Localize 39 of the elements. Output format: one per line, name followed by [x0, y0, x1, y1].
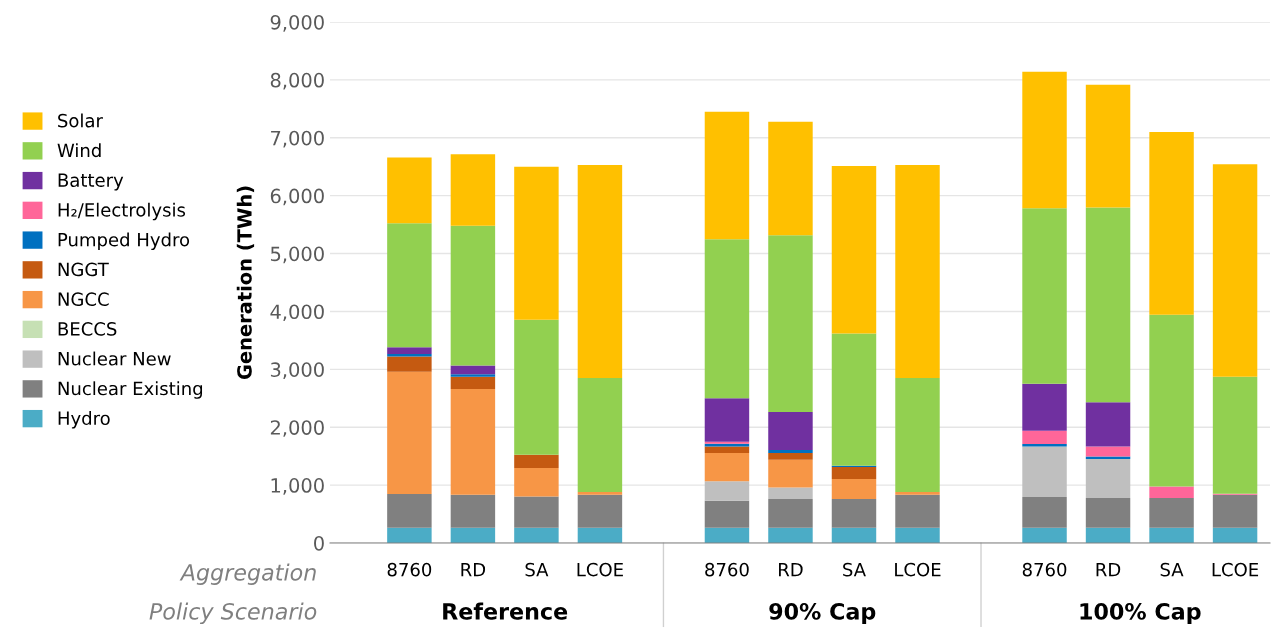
- text: 90% Cap: [769, 602, 876, 625]
- legend-label: Nuclear New: [58, 351, 171, 366]
- x-tick-label: 8760: [705, 562, 749, 577]
- x-tick-label: 8760: [387, 562, 432, 577]
- y-tick-label: 5,000: [270, 246, 324, 264]
- text: 100% Cap: [1080, 602, 1201, 625]
- legend-label: Nuclear Existing: [58, 381, 203, 399]
- legend-label: Hydro: [58, 411, 110, 429]
- y-tick-label: 8,000: [270, 72, 324, 90]
- legend-label: Wind: [57, 143, 101, 158]
- x-tick-label: LCOE: [895, 562, 941, 577]
- x-tick-label: SA: [525, 562, 549, 577]
- x-tick-label: RD: [779, 563, 803, 577]
- legend-label: Pumped Hydro: [58, 232, 190, 250]
- legend-label: Solar: [58, 113, 103, 128]
- legend-label: BECCS: [58, 322, 117, 336]
- y-tick-label: 6,000: [270, 188, 324, 206]
- y-tick-label: 7,000: [271, 130, 324, 148]
- x-tick-label: SA: [843, 562, 866, 577]
- y-axis-title: Generation (TWh): [236, 186, 255, 380]
- x-tick-label: 8760: [1022, 562, 1067, 577]
- legend-label: H₂/Electrolysis: [58, 202, 186, 221]
- y-tick-label: 2,000: [270, 420, 324, 437]
- x-tick-label: RD: [461, 563, 486, 577]
- legend-label: NGGT: [58, 262, 109, 277]
- legend-label: NGCC: [58, 292, 109, 307]
- y-tick-label: 9,000: [270, 14, 324, 32]
- y-tick-label: 4,000: [270, 304, 324, 322]
- text: Aggregation: [179, 563, 316, 586]
- x-tick-label: RD: [1096, 563, 1121, 577]
- y-tick-label: 0: [314, 535, 324, 551]
- legend-label: Battery: [58, 173, 124, 191]
- y-tick-label: 3,000: [270, 362, 324, 379]
- x-tick-label: LCOE: [577, 562, 623, 577]
- text: Reference: [443, 602, 568, 620]
- text: Policy Scenario: [149, 602, 317, 625]
- x-tick-label: LCOE: [1212, 562, 1259, 577]
- x-tick-label: SA: [1160, 562, 1184, 577]
- y-tick-label: 1,000: [271, 478, 324, 495]
